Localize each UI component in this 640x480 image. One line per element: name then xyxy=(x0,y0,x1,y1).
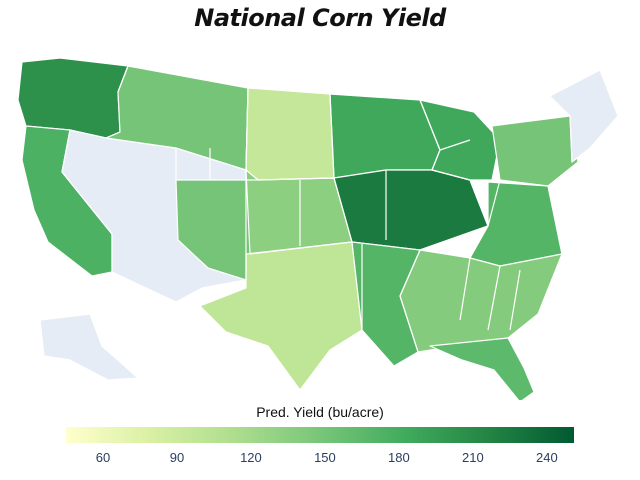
state-border-line xyxy=(419,99,471,181)
colorbar xyxy=(66,427,574,443)
map-title: National Corn Yield xyxy=(194,4,446,32)
colorbar-tick-label: 120 xyxy=(240,450,262,465)
state-border-line xyxy=(509,269,521,331)
colorbar-tick-label: 180 xyxy=(388,450,410,465)
state-border-line xyxy=(105,131,121,139)
region-southeast xyxy=(399,249,563,353)
state-border-line xyxy=(459,257,471,321)
colorbar-tick-label: 60 xyxy=(95,450,111,465)
state-border-line xyxy=(487,179,501,227)
state-border-line xyxy=(117,65,129,93)
state-border-line xyxy=(61,129,113,235)
region-northeast xyxy=(491,115,579,187)
regions-layer xyxy=(17,57,619,400)
state-border-line xyxy=(569,115,573,163)
state-borders xyxy=(61,65,573,353)
region-pacific-northwest xyxy=(17,57,129,139)
colorbar-title: Pred. Yield (bu/acre) xyxy=(256,404,384,420)
state-border-line xyxy=(249,241,353,255)
state-border-line xyxy=(487,265,501,331)
colorbar-tick-label: 210 xyxy=(462,450,484,465)
state-border-line xyxy=(245,87,249,280)
state-border-line xyxy=(547,185,563,255)
us-choropleth-map xyxy=(17,57,619,400)
colorbar-gradient xyxy=(66,427,574,443)
state-border-line xyxy=(399,249,421,353)
state-border-line xyxy=(257,177,335,181)
colorbar-tick-label: 240 xyxy=(536,450,558,465)
region-florida xyxy=(429,337,535,400)
region-northern-plains xyxy=(245,87,335,181)
state-border-line xyxy=(329,93,353,243)
region-corn-belt xyxy=(333,169,489,251)
colorbar-tick-label: 150 xyxy=(314,450,336,465)
state-border-line xyxy=(439,139,471,151)
region-alaska xyxy=(39,313,139,381)
colorbar-tick-label: 90 xyxy=(169,450,185,465)
